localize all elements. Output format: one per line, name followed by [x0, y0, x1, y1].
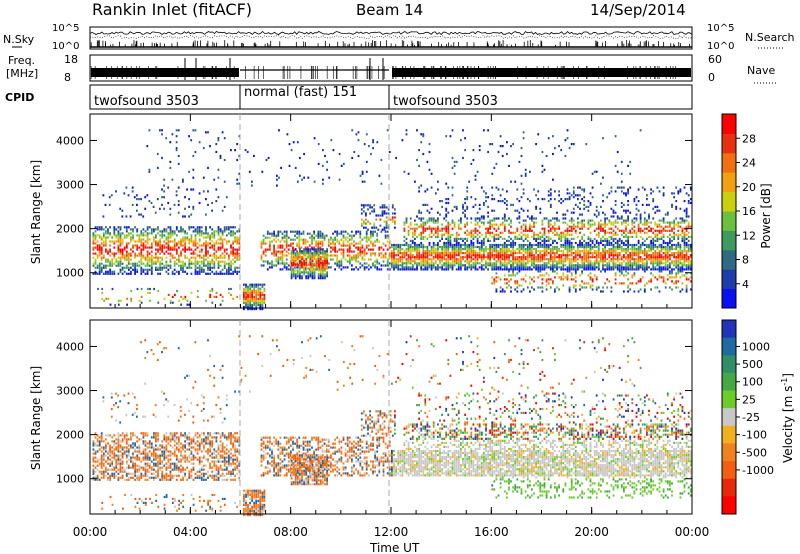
colorbar-swatch — [722, 133, 736, 154]
cpid-segment-3: twofsound 3503 — [393, 94, 498, 109]
nave-ytick-bottom: 0 — [708, 71, 715, 84]
ytick-label: 2000 — [56, 429, 84, 442]
colorbar-swatch — [722, 355, 736, 374]
freq-ytick-bottom: 8 — [64, 71, 71, 84]
xtick-label: 12:00 — [374, 525, 409, 539]
ytick-label: 1000 — [56, 473, 84, 486]
xtick-label: 00:00 — [675, 525, 710, 539]
colorbar-swatch — [722, 461, 736, 480]
colorbar-swatch — [722, 320, 736, 339]
ytick-label: 2000 — [56, 223, 84, 236]
colorbar-tick: -500 — [742, 446, 767, 459]
power-colorbar: 4 8 12 16 20 24 28 — [721, 113, 756, 309]
power-colorbar-label: Power [dB] — [759, 183, 773, 248]
sky-ylabel: N.Sky — [3, 33, 35, 46]
cpid-label: CPID — [5, 91, 34, 104]
colorbar-tick: 4 — [742, 278, 749, 291]
xtick-label: 16:00 — [474, 525, 509, 539]
colorbar-tick: -25 — [742, 411, 760, 424]
ytick-label: 3000 — [56, 385, 84, 398]
colorbar-swatch — [722, 249, 736, 270]
xaxis-label: Time UT — [369, 541, 420, 554]
xtick-label: 04:00 — [173, 525, 208, 539]
colorbar-swatch — [722, 390, 736, 409]
colorbar-swatch — [722, 443, 736, 462]
colorbar-tick: 24 — [742, 157, 756, 170]
cpid-segment-2: normal (fast) 151 — [244, 85, 357, 100]
colorbar-tick: 12 — [742, 229, 756, 242]
xtick-label: 08:00 — [273, 525, 308, 539]
colorbar-tick: 25 — [742, 393, 756, 406]
ytick-label: 1000 — [56, 267, 84, 280]
power-scatter — [92, 129, 692, 311]
colorbar-swatch — [722, 372, 736, 392]
sky-ytick-bottom: 10^0 — [52, 41, 79, 52]
colorbar-swatch — [722, 269, 736, 290]
colorbar-tick: 8 — [742, 254, 749, 267]
velocity-scatter — [92, 335, 692, 517]
colorbar-swatch — [722, 114, 736, 134]
power-yticks: 1000 2000 3000 4000 — [56, 134, 692, 280]
cpid-segment-1: twofsound 3503 — [94, 94, 199, 109]
velocity-panel: 1000 2000 3000 4000 Slant Range [km] 1000 50… — [29, 319, 795, 517]
colorbar-tick: -100 — [742, 429, 767, 442]
frequency-panel: Freq. [MHz] 18 8 60 0 Nave — [6, 53, 778, 84]
freq-unit: [MHz] — [6, 67, 38, 80]
date-title: 14/Sep/2014 — [590, 1, 686, 19]
sky-noise-panel: N.Sky 10^5 10^0 10^5 10^0 N.Search — [3, 23, 795, 52]
colorbar-tick: 500 — [742, 358, 763, 371]
colorbar-swatch — [722, 152, 736, 173]
frequency-trace — [90, 58, 691, 80]
colorbar-tick: 1000 — [742, 340, 770, 353]
ytick-label: 4000 — [56, 134, 84, 147]
colorbar-tick: 20 — [742, 181, 756, 194]
colorbar-tick: 16 — [742, 205, 756, 218]
colorbar-tick: -1000 — [742, 464, 774, 477]
power-panel: 1000 2000 3000 4000 Slant Range [km] 4 8 12 16… — [29, 113, 773, 311]
velocity-ylabel: Slant Range [km] — [29, 366, 43, 470]
beam-title: Beam 14 — [356, 1, 423, 19]
colorbar-swatch — [722, 191, 736, 212]
freq-ylabel: Freq. — [8, 54, 35, 67]
freq-ytick-top: 18 — [64, 53, 78, 66]
colorbar-swatch — [722, 425, 736, 444]
xtick-label: 20:00 — [574, 525, 609, 539]
xtick-label: 00:00 — [73, 525, 108, 539]
velocity-yticks: 1000 2000 3000 4000 — [56, 340, 692, 486]
nave-label: Nave — [747, 64, 775, 77]
colorbar-swatch — [722, 172, 736, 193]
search-ytick-bottom: 10^0 — [707, 41, 734, 52]
colorbar-swatch — [722, 478, 736, 497]
time-axis: 00:00 04:00 08:00 12:00 16:00 20:00 00:00 — [73, 114, 710, 539]
colorbar-tick: 28 — [742, 132, 756, 145]
search-label: N.Search — [745, 31, 795, 44]
power-ylabel: Slant Range [km] — [29, 160, 43, 264]
colorbar-swatch — [722, 230, 736, 251]
velocity-colorbar-label: Velocity [m s-1] — [780, 373, 795, 463]
colorbar-swatch — [722, 496, 736, 515]
sky-ytick-top: 10^5 — [52, 23, 79, 34]
station-title: Rankin Inlet (fitACF) — [92, 0, 252, 19]
colorbar-swatch — [722, 211, 736, 231]
colorbar-tick: 100 — [742, 376, 763, 389]
colorbar-swatch — [722, 337, 736, 356]
velocity-colorbar: 1000 500 100 25 -25 -100 -500 -1000 — [721, 319, 774, 515]
search-ytick-top: 10^5 — [707, 23, 734, 34]
colorbar-swatch — [722, 288, 736, 309]
sky-noise-trace — [89, 30, 693, 48]
colorbar-swatch — [722, 408, 736, 427]
cpid-panel: CPID twofsound 3503 normal (fast) 151 tw… — [5, 84, 693, 110]
nave-ytick-top: 60 — [708, 53, 722, 66]
ytick-label: 4000 — [56, 340, 84, 353]
ytick-label: 3000 — [56, 179, 84, 192]
